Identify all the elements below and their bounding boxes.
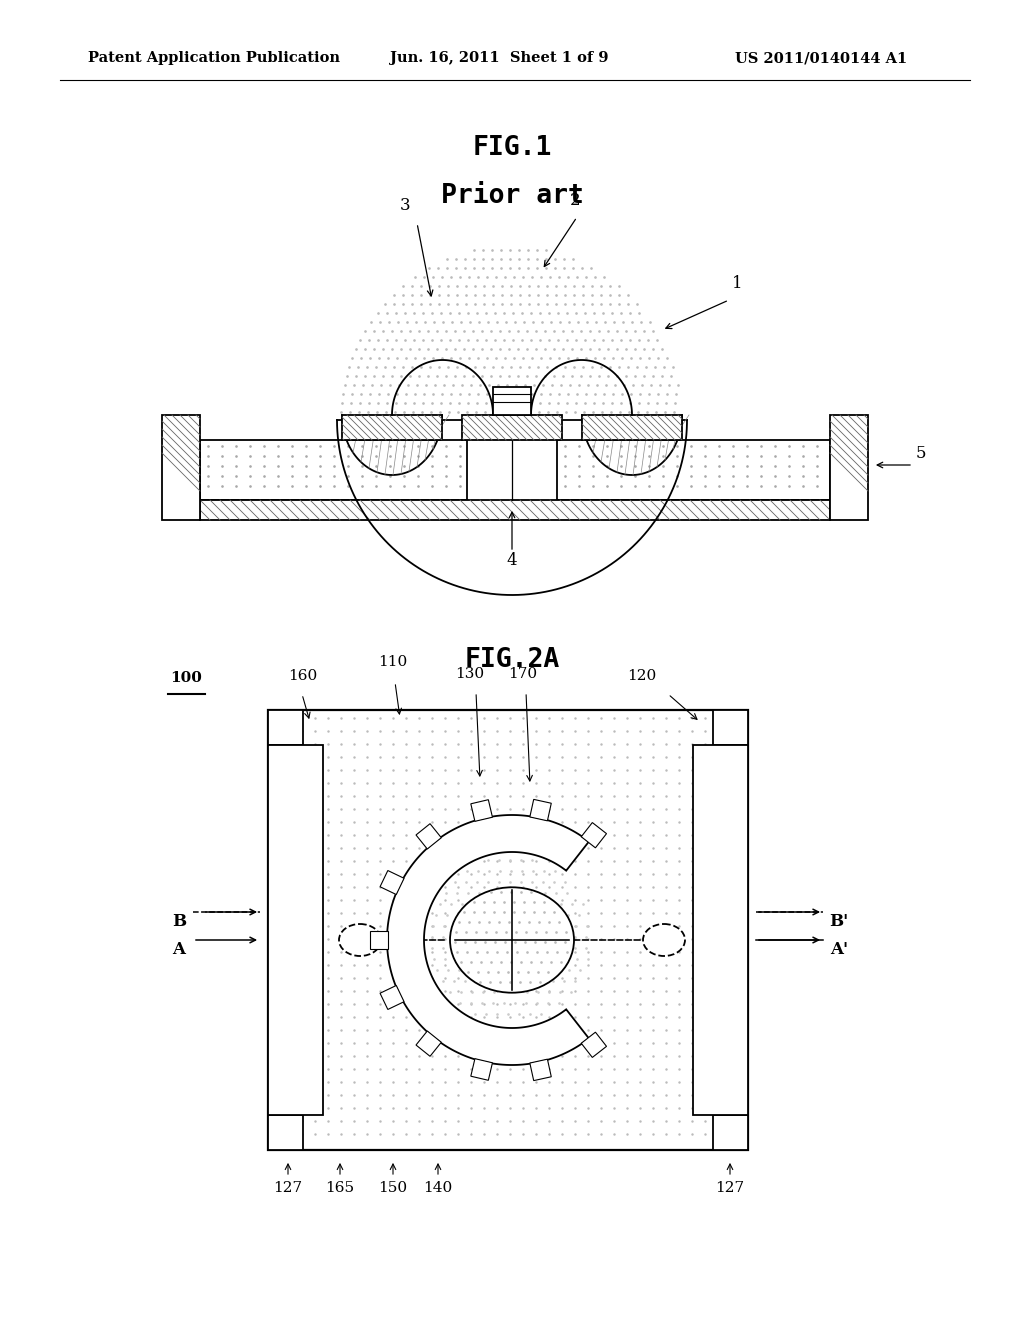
Text: 5: 5 [916,445,927,462]
Text: 170: 170 [508,667,538,681]
Polygon shape [380,986,404,1010]
Polygon shape [713,710,748,744]
Ellipse shape [450,887,574,993]
Text: B: B [172,913,186,931]
Text: B': B' [829,913,849,931]
Text: 127: 127 [716,1181,744,1195]
Polygon shape [162,414,200,520]
Text: 4: 4 [506,552,517,569]
Polygon shape [268,744,323,1115]
Polygon shape [416,824,441,849]
Text: Prior art: Prior art [440,183,584,209]
Text: 130: 130 [455,667,484,681]
Polygon shape [268,1115,303,1150]
Polygon shape [471,800,493,821]
Text: 100: 100 [170,671,202,685]
Ellipse shape [643,924,685,956]
Text: 110: 110 [378,655,408,669]
Text: Patent Application Publication: Patent Application Publication [88,51,340,65]
Polygon shape [342,414,442,440]
Text: 160: 160 [288,669,317,682]
Polygon shape [713,1115,748,1150]
Polygon shape [380,870,404,895]
Polygon shape [471,1059,493,1080]
Text: US 2011/0140144 A1: US 2011/0140144 A1 [735,51,907,65]
Text: A': A' [829,941,848,958]
Polygon shape [582,822,606,847]
Text: 120: 120 [627,669,656,682]
Text: Jun. 16, 2011  Sheet 1 of 9: Jun. 16, 2011 Sheet 1 of 9 [390,51,608,65]
Polygon shape [529,1059,551,1081]
Text: FIG.1: FIG.1 [472,135,552,161]
Polygon shape [582,414,682,440]
Ellipse shape [339,924,381,956]
Polygon shape [416,1031,441,1056]
Polygon shape [268,710,303,744]
Text: 2: 2 [570,191,581,209]
Text: 1: 1 [732,275,742,292]
Text: A: A [172,941,185,958]
Text: 3: 3 [400,197,411,214]
Polygon shape [557,440,830,500]
Polygon shape [200,440,467,500]
Polygon shape [387,814,589,1065]
Polygon shape [268,710,748,1150]
Text: 127: 127 [273,1181,302,1195]
Polygon shape [462,414,562,440]
Text: 150: 150 [379,1181,408,1195]
Polygon shape [830,414,868,520]
Text: 165: 165 [326,1181,354,1195]
Polygon shape [200,500,830,520]
Polygon shape [529,800,551,821]
Polygon shape [582,1032,606,1057]
Polygon shape [370,931,388,949]
Polygon shape [493,387,531,414]
Polygon shape [693,744,748,1115]
Text: FIG.2A: FIG.2A [464,647,560,673]
Text: 140: 140 [423,1181,453,1195]
